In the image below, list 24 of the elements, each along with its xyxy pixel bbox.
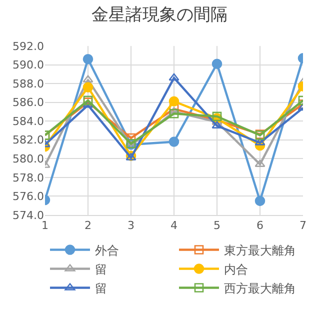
- x-tick-label: 6: [256, 219, 264, 232]
- legend-label: 留: [95, 281, 107, 296]
- y-tick-label: 590.0: [12, 58, 44, 72]
- legend-label: 東方最大離角: [224, 243, 296, 258]
- y-tick-label: 592.0: [12, 40, 44, 53]
- chart-title: 金星諸現象の間隔: [92, 4, 228, 25]
- x-tick-label: 3: [128, 219, 134, 232]
- x-tick-label: 2: [84, 219, 92, 232]
- x-tick-label: 5: [214, 219, 220, 232]
- legend-label: 西方最大離角: [224, 281, 296, 296]
- x-tick-label: 4: [170, 219, 178, 232]
- legend-label: 内合: [224, 262, 248, 276]
- legend-label: 留: [95, 262, 107, 276]
- y-tick-label: 574.0: [12, 208, 44, 222]
- y-tick-label: 580.0: [12, 152, 44, 166]
- y-tick-label: 576.0: [12, 190, 44, 204]
- y-tick-label: 584.0: [12, 114, 44, 128]
- y-tick-label: 578.0: [12, 171, 44, 184]
- y-tick-label: 582.0: [12, 134, 44, 147]
- x-tick-label: 1: [42, 219, 48, 232]
- x-tick-label: 7: [300, 219, 306, 232]
- y-tick-label: 586.0: [12, 96, 44, 110]
- y-tick-label: 588.0: [12, 77, 44, 90]
- legend-label: 外合: [95, 243, 119, 258]
